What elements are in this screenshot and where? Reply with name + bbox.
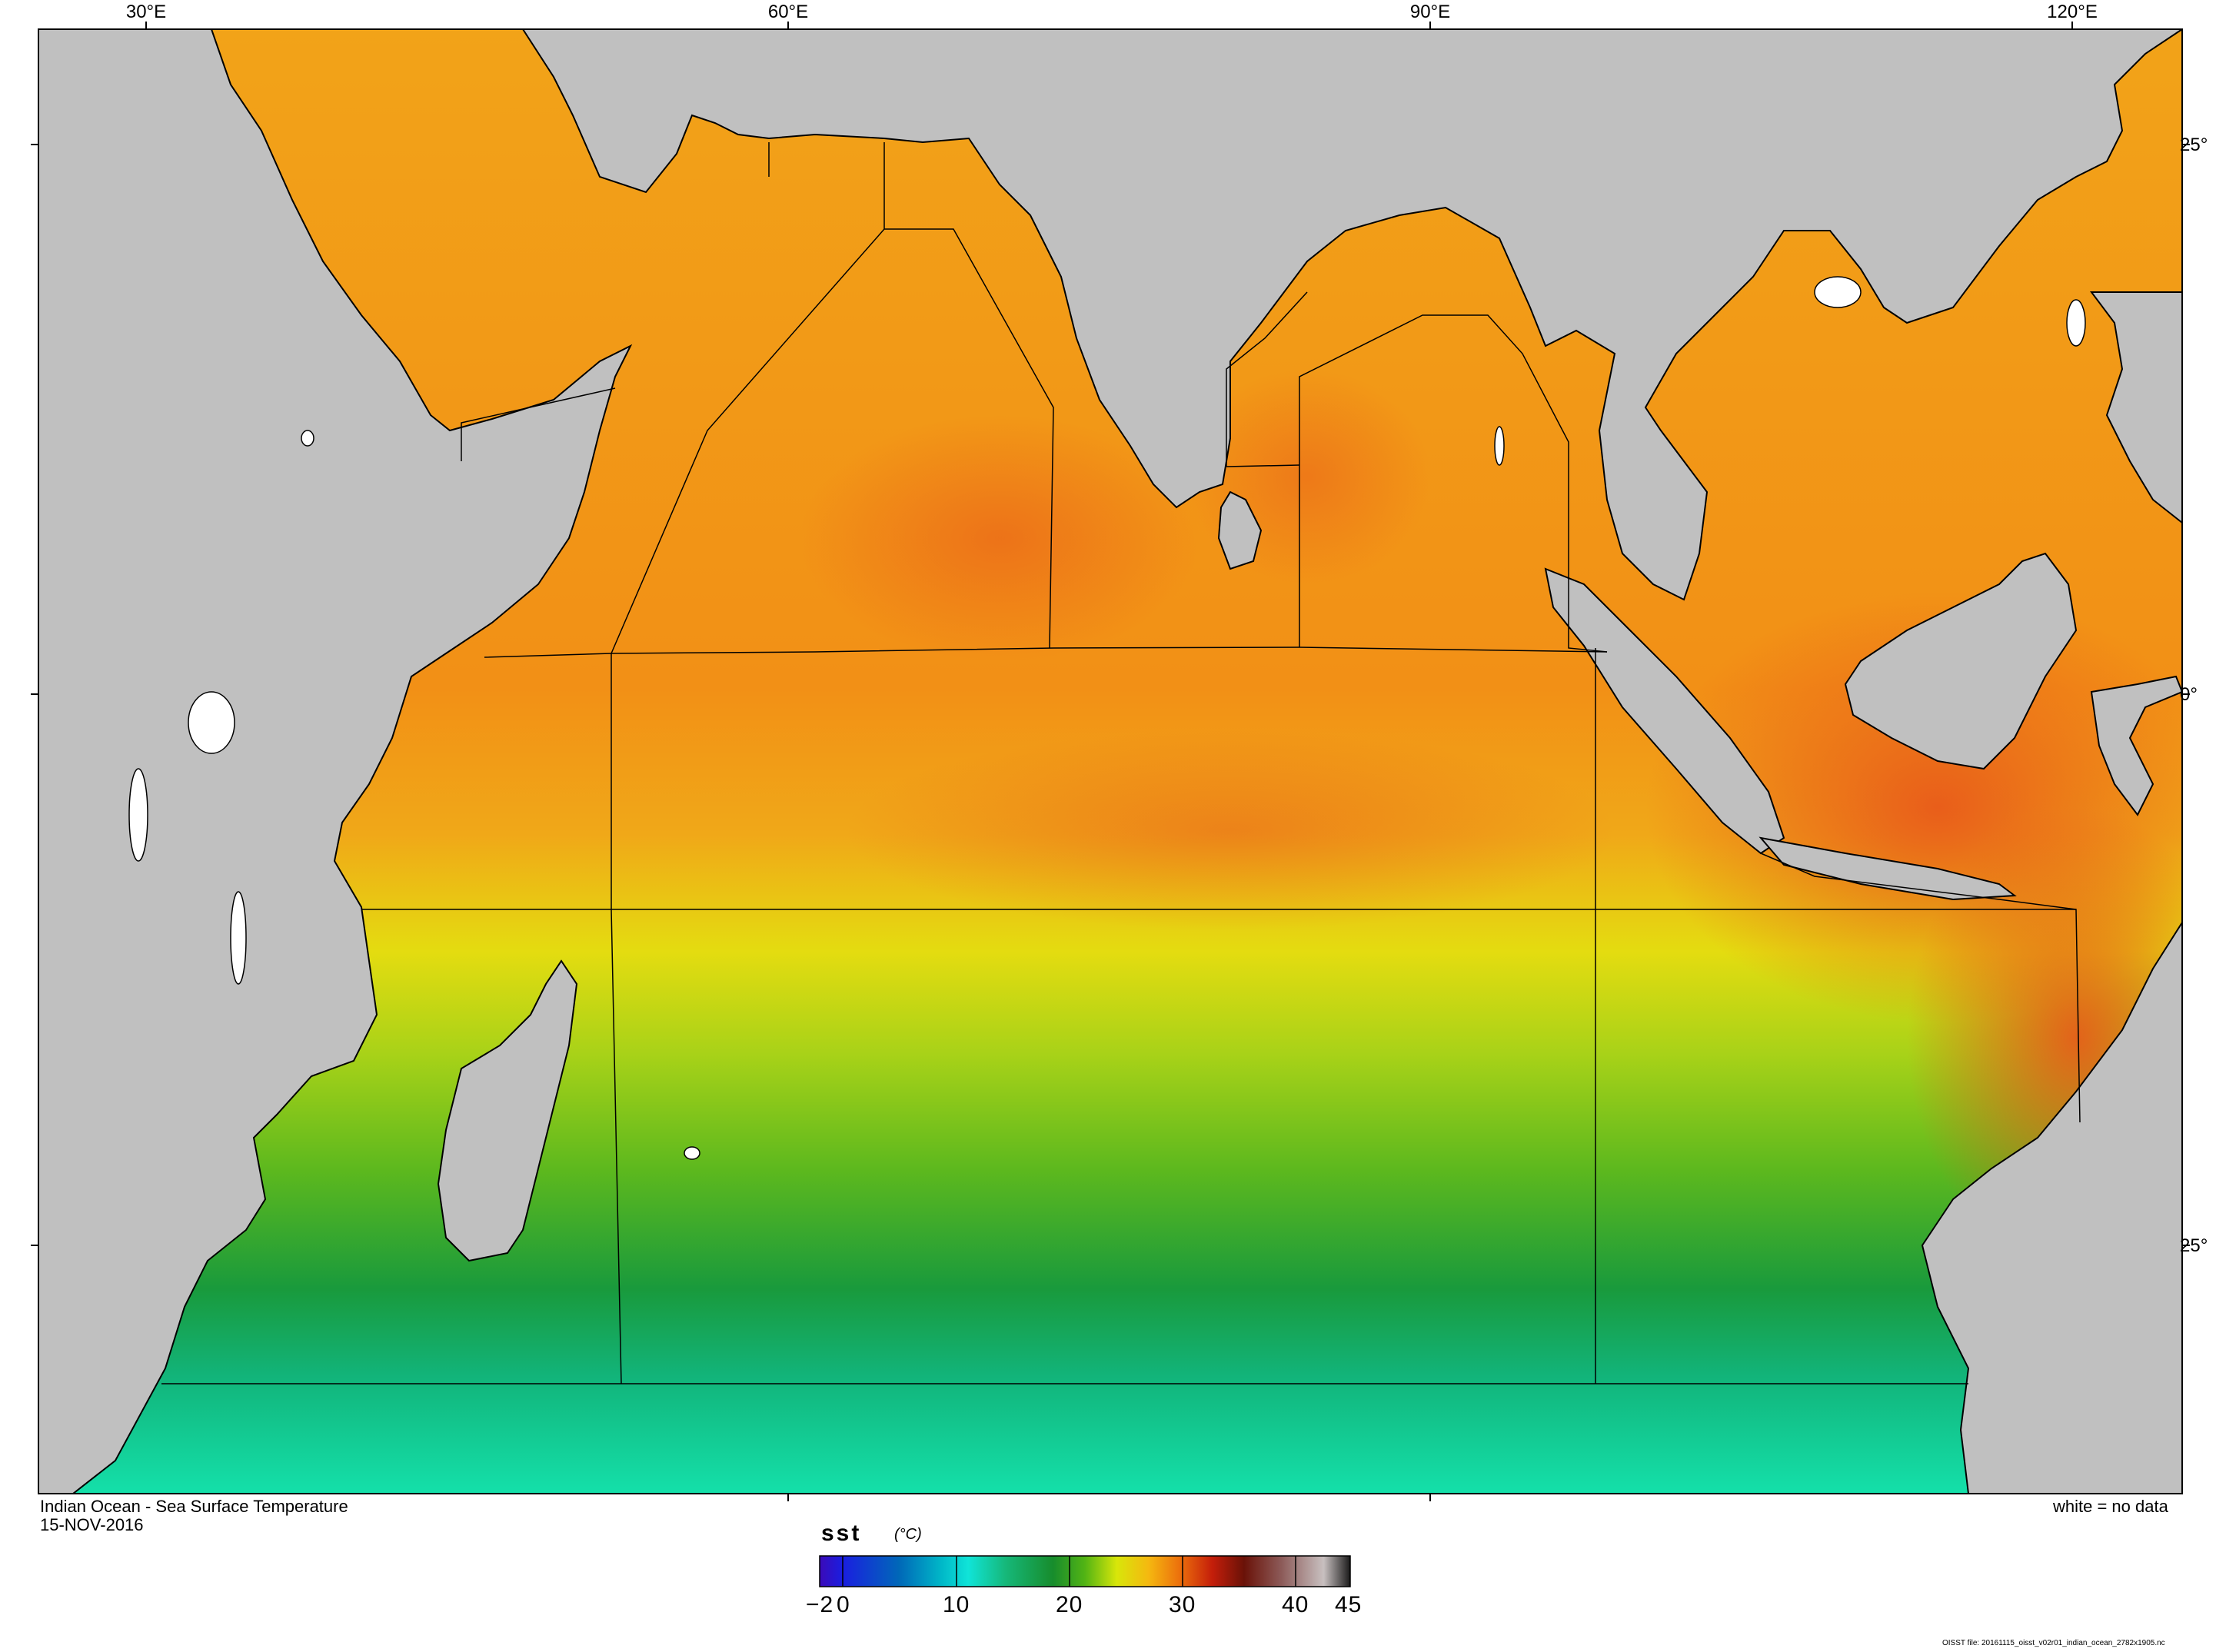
lon-label-30e: 30°E <box>125 2 167 22</box>
colorbar-bar <box>819 1555 1351 1587</box>
map-frame <box>38 28 2183 1494</box>
file-info: OISST file: 20161115_oisst_v02r01_indian… <box>1942 1639 2165 1647</box>
lon-label-120e: 120°E <box>2047 2 2098 22</box>
warm-patch-equatorial <box>846 730 1615 930</box>
land-madagascar <box>437 959 578 1262</box>
map-date: 15-NOV-2016 <box>40 1515 144 1534</box>
land-sri-lanka <box>1217 490 1263 570</box>
land-philippines <box>2090 291 2182 524</box>
land-java <box>1758 836 2017 901</box>
small-islands <box>128 276 2086 1160</box>
ocean-region-boundaries <box>161 142 2081 1384</box>
axis-ticks <box>31 22 2190 1501</box>
lat-label-25n: 25° <box>2180 135 2208 155</box>
map-title: Indian Ocean - Sea Surface Temperature <box>40 1497 348 1516</box>
lat-label-0: 0° <box>2180 684 2198 705</box>
colorbar-tick-label: 30 <box>1169 1592 1196 1617</box>
colorbar-ticks <box>842 1556 1296 1587</box>
colorbar-unit: (°C) <box>894 1526 922 1543</box>
land-sulawesi <box>2090 675 2182 816</box>
colorbar-tick-label: 45 <box>1335 1592 1363 1617</box>
colorbar-tick-label: 40 <box>1282 1592 1309 1617</box>
colorbar-variable: sst <box>821 1521 862 1546</box>
land-borneo <box>1844 552 2078 770</box>
lat-label-25s: 25° <box>2180 1235 2208 1256</box>
land-australia <box>1921 921 2182 1494</box>
colorbar-tick-label: −2 <box>806 1592 834 1617</box>
lon-label-60e: 60°E <box>767 2 809 22</box>
land-arabia-iran-india <box>521 29 2182 601</box>
no-data-note: white = no data <box>2053 1497 2168 1516</box>
land-africa-arabia-asia <box>38 29 633 1494</box>
warm-patch-arabian <box>800 415 1200 661</box>
colorbar-tick-label: 10 <box>943 1592 970 1617</box>
colorbar-tick-label: 0 <box>837 1592 850 1617</box>
colorbar-tick-label: 20 <box>1056 1592 1083 1617</box>
lon-label-90e: 90°E <box>1409 2 1451 22</box>
